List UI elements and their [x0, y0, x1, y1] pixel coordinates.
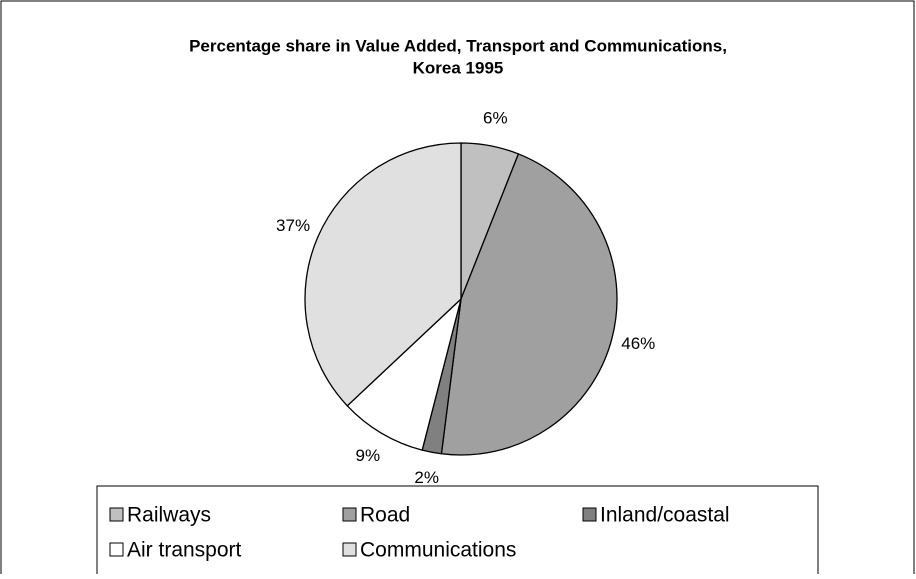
- pie-slice: [304, 142, 462, 407]
- data-label: 9%: [356, 446, 381, 465]
- legend-box: [96, 485, 819, 579]
- legend-marker: [109, 507, 124, 522]
- chart-title: Korea 1995: [413, 58, 504, 77]
- pie-slice: [440, 153, 618, 456]
- legend-label: Air transport: [127, 539, 242, 562]
- legend-marker: [109, 542, 124, 557]
- pie-slice: [346, 296, 463, 451]
- legend-label: Railways: [127, 504, 211, 527]
- legend-marker: [342, 507, 357, 522]
- data-label: 2%: [414, 468, 439, 487]
- legend-label: Communications: [360, 539, 516, 562]
- data-label: 6%: [483, 109, 508, 128]
- legend-marker: [582, 507, 597, 522]
- data-label: 37%: [276, 216, 310, 235]
- data-label: 46%: [621, 334, 655, 353]
- chart-title: Percentage share in Value Added, Transpo…: [189, 36, 727, 55]
- legend-label: Inland/coastal: [600, 504, 730, 527]
- legend-marker: [342, 542, 357, 557]
- legend-label: Road: [360, 504, 410, 527]
